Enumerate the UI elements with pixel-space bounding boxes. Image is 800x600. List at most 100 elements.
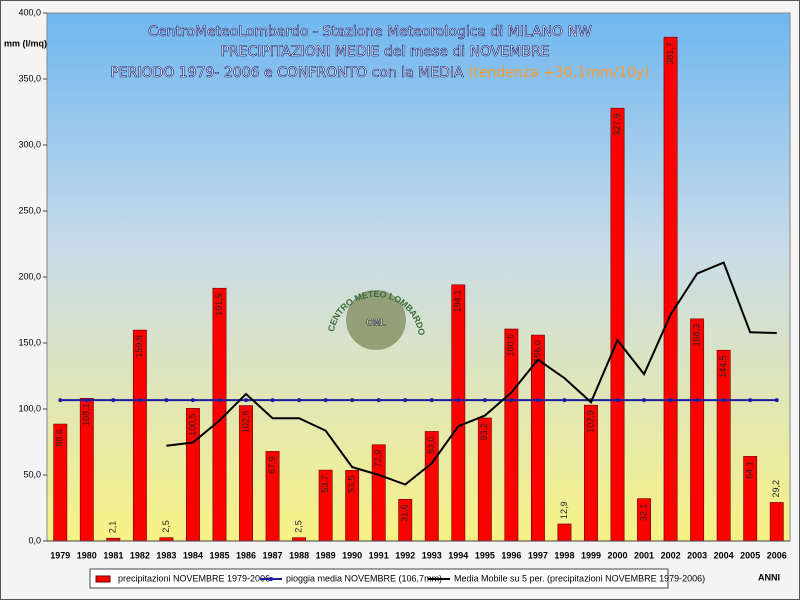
legend-label: pioggia media NOVEMBRE (106,7mm) xyxy=(286,573,442,583)
title-line: PRECIPITAZIONI MEDIE del mese di NOVEMBR… xyxy=(220,44,549,60)
x-tick-label: 2000 xyxy=(608,550,628,560)
y-tick-label: 150,0 xyxy=(18,337,41,347)
legend-marker xyxy=(269,577,273,581)
x-tick-label: 2004 xyxy=(714,550,734,560)
bar xyxy=(504,328,519,542)
marker xyxy=(456,398,461,403)
x-tick-label: 2005 xyxy=(740,550,760,560)
y-tick-label: 400,0 xyxy=(18,7,41,17)
data-label: 31,6 xyxy=(400,504,410,522)
x-tick-label: 1989 xyxy=(316,550,336,560)
x-tick-label: 1997 xyxy=(528,550,548,560)
marker xyxy=(164,398,169,403)
bar xyxy=(663,36,678,542)
data-label: 102,9 xyxy=(585,410,595,433)
line xyxy=(166,261,777,486)
data-label: 102,6 xyxy=(240,411,250,434)
y-tick-label: 200,0 xyxy=(18,271,41,281)
marker xyxy=(615,398,620,403)
y-tick-label: 100,0 xyxy=(18,403,41,413)
data-label: 168,3 xyxy=(692,324,702,347)
x-tick-label: 1979 xyxy=(50,550,70,560)
bar xyxy=(690,318,705,542)
x-tick-label: 1999 xyxy=(581,550,601,560)
marker xyxy=(244,398,249,403)
marker xyxy=(748,398,753,403)
bar xyxy=(557,523,572,542)
marker xyxy=(297,398,302,403)
data-label: 72,9 xyxy=(373,450,383,468)
logo-center: CML xyxy=(366,317,386,327)
marker xyxy=(668,398,673,403)
x-tick-label: 1980 xyxy=(77,550,97,560)
data-label: 159,8 xyxy=(134,335,144,358)
marker xyxy=(111,398,116,403)
x-tick-label: 1996 xyxy=(501,550,521,560)
marker xyxy=(562,398,567,403)
marker xyxy=(270,398,275,403)
data-label: 160,6 xyxy=(506,334,516,357)
marker xyxy=(403,398,408,403)
marker xyxy=(482,398,487,403)
marker xyxy=(217,398,222,403)
bar xyxy=(716,349,731,542)
x-tick-label: 1986 xyxy=(236,550,256,560)
data-label: 2,1 xyxy=(108,521,118,534)
trend-note: (tendenza +30,1mm/10y) xyxy=(468,65,650,81)
x-tick-label: 2002 xyxy=(661,550,681,560)
x-tick-label: 1991 xyxy=(369,550,389,560)
data-label: 12,9 xyxy=(559,501,569,519)
data-label: 32,1 xyxy=(638,504,648,522)
data-label: 93,2 xyxy=(479,423,489,441)
bar xyxy=(132,329,147,542)
bar xyxy=(610,107,625,542)
data-label: 83,0 xyxy=(426,436,436,454)
logo-emblem xyxy=(346,290,406,350)
marker xyxy=(137,398,142,403)
y-tick-label: 0,0 xyxy=(28,535,41,545)
y-tick-label: 350,0 xyxy=(18,73,41,83)
data-label: 194,1 xyxy=(453,290,463,313)
data-label: 53,5 xyxy=(347,475,357,493)
legend-label: precipitazioni NOVEMBRE 1979-2006 xyxy=(118,573,270,583)
data-label: 144,5 xyxy=(718,355,728,378)
x-tick-label: 1990 xyxy=(342,550,362,560)
marker xyxy=(84,398,89,403)
legend-swatch xyxy=(95,575,111,583)
x-tick-label: 2001 xyxy=(634,550,654,560)
y-tick-label: 250,0 xyxy=(18,205,41,215)
data-label: 2,5 xyxy=(293,520,303,533)
marker xyxy=(376,398,381,403)
title-line: PERIODO 1979- 2006 e CONFRONTO con la ME… xyxy=(110,65,649,81)
x-tick-label: 1992 xyxy=(395,550,415,560)
x-tick-label: 1988 xyxy=(289,550,309,560)
legend-label: Media Mobile su 5 per. (precipitazioni N… xyxy=(454,573,705,583)
marker xyxy=(695,398,700,403)
data-label: 327,9 xyxy=(612,113,622,136)
data-label: 67,9 xyxy=(267,456,277,474)
title-line: CentroMeteoLombardo - Stazione Meteorolo… xyxy=(148,24,592,40)
x-tick-label: 1987 xyxy=(263,550,283,560)
data-label: 191,5 xyxy=(214,293,224,316)
data-label: 2,5 xyxy=(161,520,171,533)
y-tick-label: 300,0 xyxy=(18,139,41,149)
x-tick-label: 1994 xyxy=(448,550,468,560)
x-tick-label: 1983 xyxy=(156,550,176,560)
data-label: 88,6 xyxy=(55,429,65,447)
data-label: 100,5 xyxy=(187,413,197,436)
marker xyxy=(642,398,647,403)
data-label: 53,7 xyxy=(320,475,330,493)
bar xyxy=(769,502,784,542)
x-tick-label: 2006 xyxy=(767,550,787,560)
data-label: 108,1 xyxy=(81,403,91,426)
legend xyxy=(89,568,669,589)
bar xyxy=(451,284,466,542)
marker xyxy=(509,398,514,403)
x-tick-label: 2003 xyxy=(687,550,707,560)
data-label: 381,7 xyxy=(665,42,675,65)
marker xyxy=(323,398,328,403)
data-label: 156,0 xyxy=(532,340,542,363)
x-tick-label: 1998 xyxy=(554,550,574,560)
marker xyxy=(190,398,195,403)
